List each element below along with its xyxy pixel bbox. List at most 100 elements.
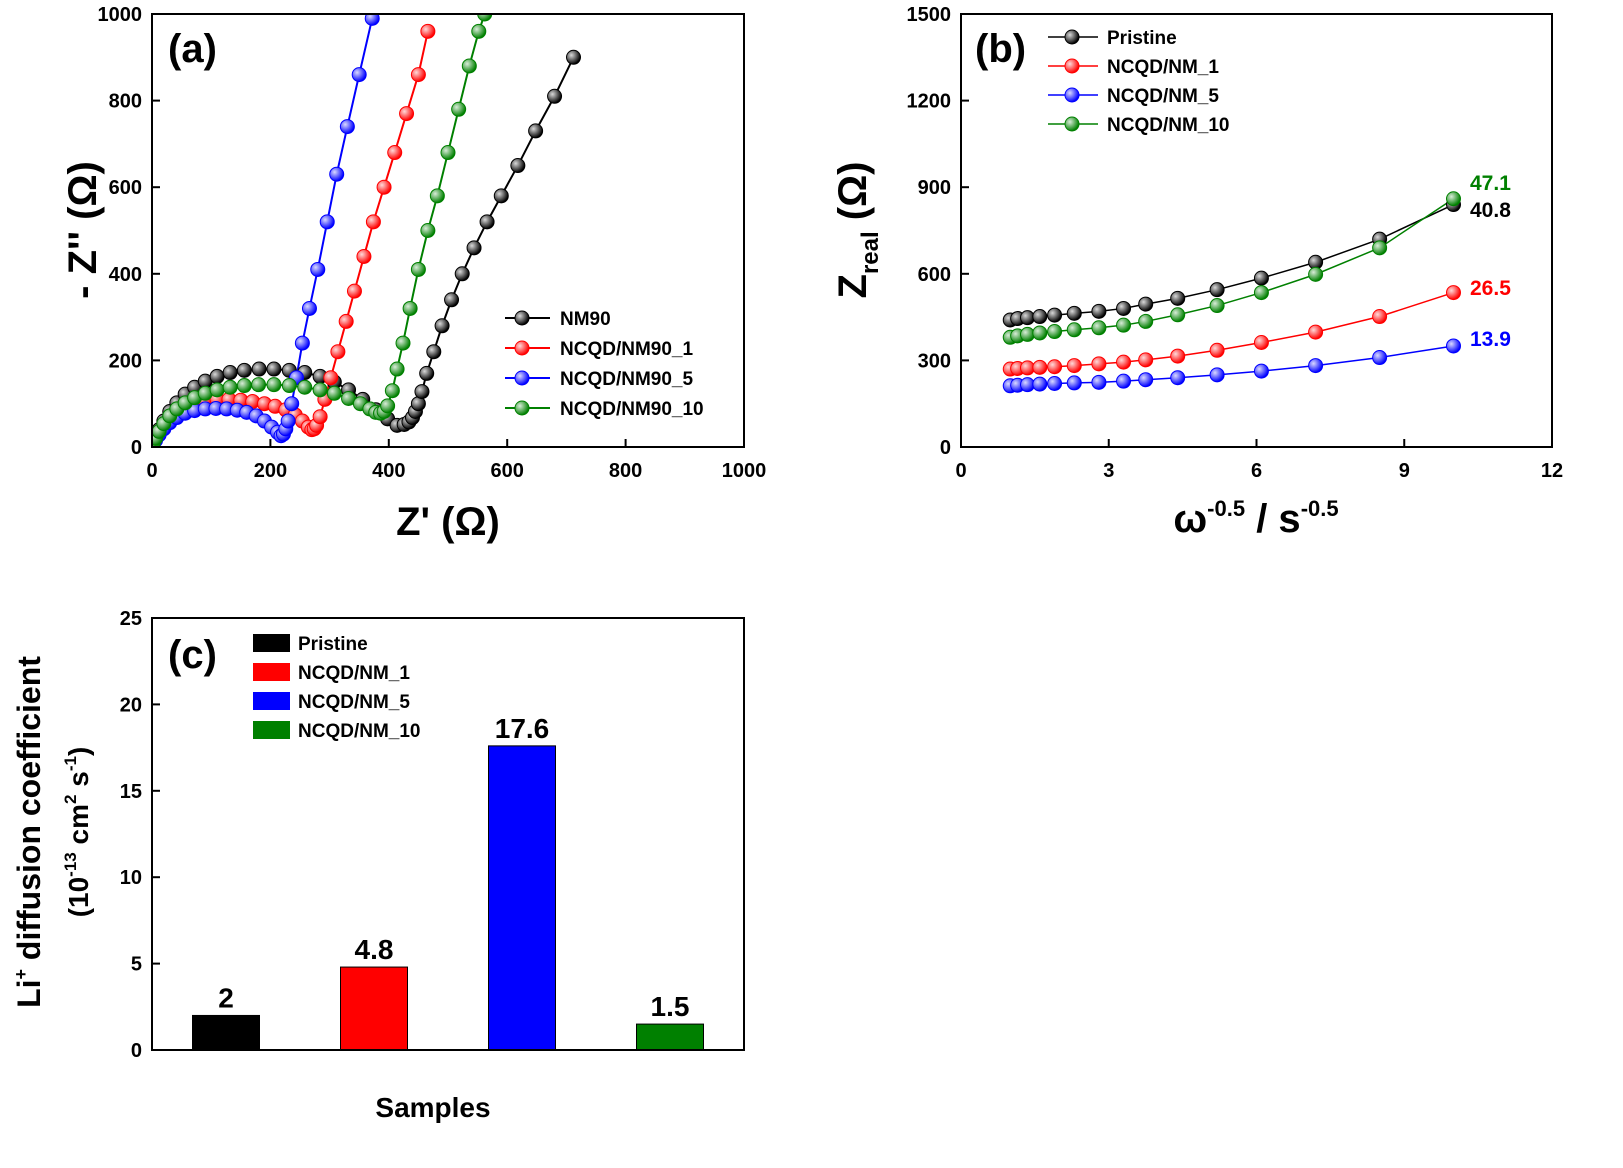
bar-value-label: 2 <box>218 982 234 1013</box>
data-point <box>284 396 300 412</box>
x-axis-title: Samples <box>375 1092 490 1123</box>
data-point <box>376 179 392 195</box>
data-point <box>1446 338 1461 354</box>
panel-label: (b) <box>975 27 1026 71</box>
data-point <box>1032 309 1048 325</box>
x-tick-label: 3 <box>1103 460 1114 482</box>
data-point <box>1253 270 1269 286</box>
data-point <box>1066 358 1082 374</box>
y-tick-label: 0 <box>131 1040 142 1062</box>
data-point <box>1091 374 1107 390</box>
x-axis-title: ω-0.5 / s-0.5 <box>1173 496 1338 541</box>
legend-marker <box>514 310 530 326</box>
end-value-label: 40.8 <box>1470 199 1511 222</box>
data-point <box>1066 375 1082 391</box>
data-point <box>477 14 493 22</box>
data-point <box>1446 191 1461 207</box>
data-point <box>364 14 380 26</box>
data-point <box>384 383 400 399</box>
y-tick-label: 0 <box>940 437 951 459</box>
data-point <box>387 145 403 161</box>
data-point <box>1253 363 1269 379</box>
data-point <box>310 261 326 277</box>
legend-marker <box>1064 29 1080 45</box>
y-tick-label: 400 <box>109 264 142 286</box>
data-point <box>1116 300 1132 316</box>
data-point <box>466 240 482 256</box>
y-tick-label: 25 <box>120 608 142 630</box>
data-point <box>1253 335 1269 351</box>
y-tick-label: 1000 <box>98 4 143 26</box>
data-point <box>365 214 381 230</box>
y-tick-label: 600 <box>109 177 142 199</box>
data-point <box>1209 367 1225 383</box>
end-value-label: 13.9 <box>1470 328 1511 351</box>
data-point <box>1209 282 1225 298</box>
data-point <box>1066 322 1082 338</box>
data-point <box>280 413 296 429</box>
y-tick-label: 20 <box>120 694 142 716</box>
data-point <box>297 379 313 395</box>
data-point <box>1308 266 1324 282</box>
x-tick-label: 12 <box>1541 460 1563 482</box>
data-point <box>1446 285 1461 301</box>
legend-label: NCQD/NM_1 <box>1107 57 1219 78</box>
legend-marker <box>514 400 530 416</box>
data-point <box>251 377 267 393</box>
legend-marker <box>1064 116 1080 132</box>
legend-swatch <box>253 634 290 652</box>
data-point <box>410 261 426 277</box>
legend-label: Pristine <box>1107 28 1177 49</box>
y-tick-label: 300 <box>918 350 951 372</box>
data-point <box>266 361 282 377</box>
bar <box>340 966 408 1051</box>
data-point <box>323 370 339 386</box>
y-tick-label: 10 <box>120 867 142 889</box>
panel-c-diffusion-bar-chart: 0 5 10 15 20 25 2 4.8 17.6 1.5 (c) Pristine NCQD/NM_… <box>11 608 745 1123</box>
y-tick-label: 1200 <box>907 91 952 113</box>
x-tick-label: 800 <box>609 460 642 482</box>
data-point <box>1308 324 1324 340</box>
data-point <box>1372 240 1388 256</box>
data-point <box>454 266 470 282</box>
plot-frame <box>151 13 745 448</box>
data-point <box>1138 313 1154 329</box>
series-line <box>1010 203 1454 321</box>
data-point <box>1116 354 1132 370</box>
data-point <box>222 379 238 395</box>
data-point <box>1091 303 1107 319</box>
data-point <box>440 145 456 161</box>
data-point <box>1019 310 1035 326</box>
plot-area <box>152 14 582 447</box>
data-point <box>351 67 367 83</box>
data-point <box>1032 359 1048 375</box>
data-point <box>1047 375 1063 391</box>
data-point <box>1116 317 1132 333</box>
data-point <box>338 313 354 329</box>
data-point <box>326 385 342 401</box>
data-point <box>356 248 372 264</box>
data-point <box>1047 324 1063 340</box>
data-point <box>1170 370 1186 386</box>
x-tick-label: 0 <box>955 460 966 482</box>
data-point <box>429 188 445 204</box>
y-tick-label: 900 <box>918 177 951 199</box>
plot-frame <box>151 617 745 1051</box>
data-point <box>547 88 563 104</box>
y-axis-title: Zreal (Ω) <box>831 162 884 299</box>
legend-label: NCQD/NM90_1 <box>560 339 693 360</box>
data-point <box>1032 325 1048 341</box>
data-point <box>312 409 328 425</box>
x-axis-title: Z' (Ω) <box>396 500 500 544</box>
legend-label: NCQD/NM_5 <box>1107 86 1219 107</box>
data-point <box>1372 309 1388 325</box>
data-point <box>444 292 460 308</box>
data-point <box>420 23 436 39</box>
data-point <box>329 166 345 182</box>
data-point <box>1372 350 1388 366</box>
data-point <box>1116 373 1132 389</box>
data-point <box>451 101 467 117</box>
data-point <box>301 300 317 316</box>
legend-label: NCQD/NM_1 <box>298 663 410 684</box>
bar-value-label: 17.6 <box>495 713 550 744</box>
